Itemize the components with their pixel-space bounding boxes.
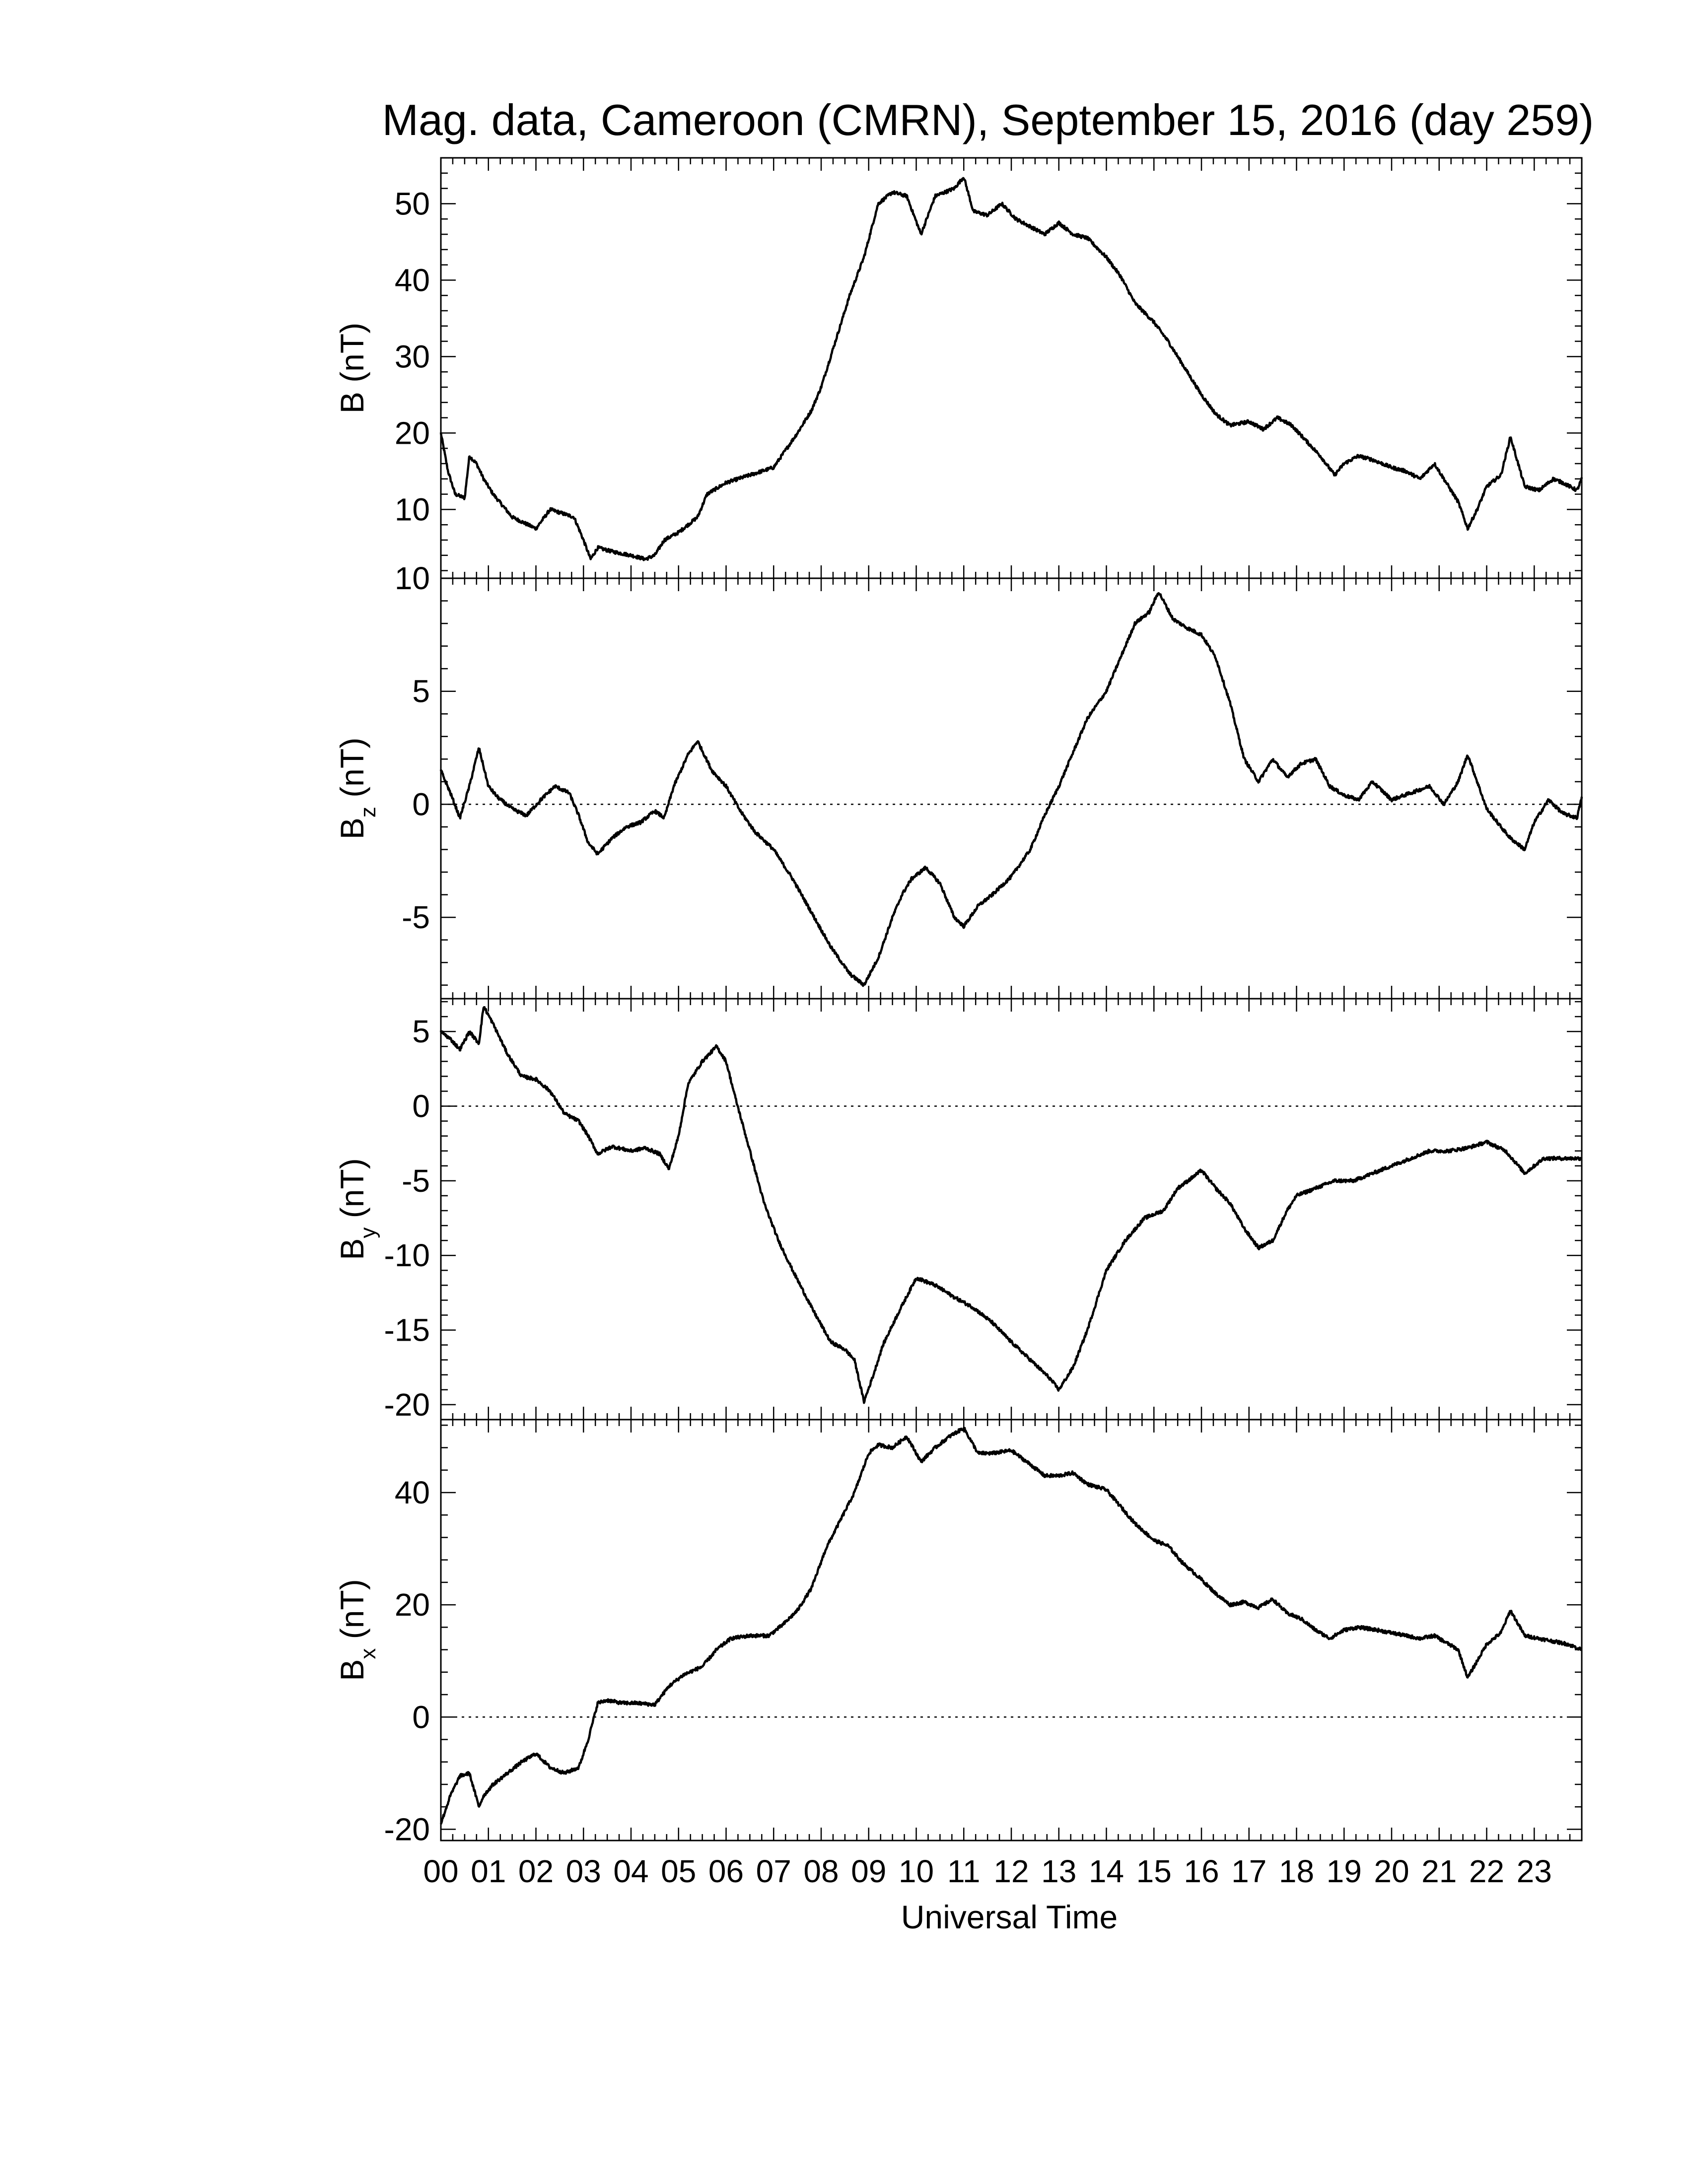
y-tick-label: 0 [412, 1089, 430, 1124]
y-tick-label: 20 [395, 415, 430, 451]
x-tick-label: 10 [899, 1853, 934, 1889]
y-tick-label: -5 [402, 899, 430, 935]
x-tick-label: 01 [471, 1853, 506, 1889]
y-tick-label: 10 [395, 491, 430, 527]
y-tick-label: -5 [402, 1163, 430, 1199]
y-tick-label: 40 [395, 262, 430, 298]
panel-1: -5 0 5 10 Bz (nT) [334, 560, 1583, 1000]
y-tick-label: 5 [412, 674, 430, 709]
x-tick-label: 07 [756, 1853, 791, 1889]
x-tick-label: 11 [947, 1853, 980, 1889]
y-tick-label: -10 [384, 1237, 430, 1273]
x-tick-label: 16 [1184, 1853, 1219, 1889]
y-axis-label: Bz (nT) [334, 738, 380, 839]
y-tick-label: 20 [395, 1587, 430, 1623]
panel-frame [440, 998, 1583, 1421]
series-line [439, 1006, 1583, 1404]
y-axis-label: Bx (nT) [334, 1579, 380, 1681]
x-tick-label: 14 [1089, 1853, 1124, 1889]
x-tick-label: 05 [661, 1853, 696, 1889]
x-tick-label: 04 [613, 1853, 648, 1889]
x-tick-label: 09 [851, 1853, 886, 1889]
y-tick-label: 30 [395, 339, 430, 374]
x-tick-label: 02 [518, 1853, 554, 1889]
y-tick-label: -20 [384, 1811, 430, 1847]
panel-0: 10 20 30 40 50 B (nT) [334, 157, 1583, 579]
y-tick-label: 40 [395, 1475, 430, 1510]
y-tick-label: 10 [395, 560, 430, 596]
x-tick-label: 12 [993, 1853, 1029, 1889]
x-tick-label: 13 [1041, 1853, 1076, 1889]
y-tick-label: -15 [384, 1312, 430, 1348]
x-tick-label: 00 [423, 1853, 458, 1889]
series-line [439, 592, 1583, 987]
x-tick-label: 18 [1279, 1853, 1314, 1889]
x-tick-label: 21 [1421, 1853, 1457, 1889]
y-axis-label: By (nT) [334, 1158, 380, 1260]
panel-frame [440, 577, 1583, 1000]
x-axis-title: Universal Time [901, 1899, 1118, 1935]
panel-frame [440, 1419, 1583, 1842]
panel-3: -20 0 20 40 Bx (nT) [334, 1419, 1583, 1847]
x-tick-label: 20 [1374, 1853, 1409, 1889]
x-tick-label: 19 [1327, 1853, 1362, 1889]
y-tick-label: -20 [384, 1387, 430, 1423]
y-tick-label: 50 [395, 186, 430, 221]
y-tick-label: 0 [412, 786, 430, 822]
x-tick-label: 08 [803, 1853, 839, 1889]
x-tick-label: 22 [1469, 1853, 1504, 1889]
x-tick-label: 15 [1136, 1853, 1172, 1889]
y-tick-label: 0 [412, 1699, 430, 1735]
series-line [439, 1427, 1583, 1825]
x-tick-label: 17 [1231, 1853, 1266, 1889]
x-tick-label: 06 [708, 1853, 744, 1889]
x-tick-label: 23 [1517, 1853, 1552, 1889]
y-tick-label: 5 [412, 1014, 430, 1049]
y-axis-label: B (nT) [334, 323, 370, 413]
panel-frame [440, 157, 1583, 579]
panel-2: -20 -15 -10 -5 0 5 By (nT) [334, 998, 1583, 1423]
chart-title: Mag. data, Cameroon (CMRN), September 15… [382, 95, 1594, 144]
x-tick-label: 03 [566, 1853, 601, 1889]
series-line [439, 177, 1583, 561]
